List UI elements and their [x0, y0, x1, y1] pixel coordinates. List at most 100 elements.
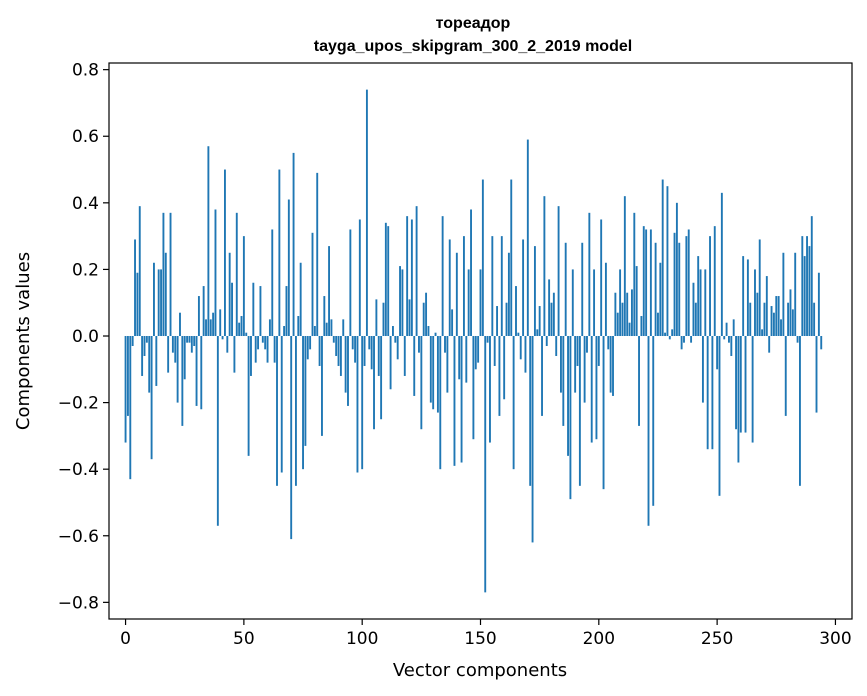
bar [287, 199, 290, 336]
bar [791, 309, 794, 336]
bar [233, 336, 236, 373]
y-tick-label: −0.4 [58, 460, 99, 480]
bar [169, 212, 172, 337]
bar [415, 206, 418, 336]
bar [498, 336, 501, 416]
bar [735, 336, 737, 430]
bar [290, 336, 293, 540]
bar [205, 319, 207, 337]
bar [129, 336, 132, 480]
bar [181, 336, 184, 426]
bar [538, 306, 541, 336]
bar [134, 239, 136, 337]
bar [661, 179, 664, 337]
bar [460, 336, 463, 463]
bar [619, 269, 622, 337]
bar [548, 279, 551, 337]
bar [434, 332, 437, 337]
bar-series [124, 89, 823, 593]
bar [363, 336, 366, 366]
bar [380, 336, 383, 420]
bar [713, 226, 716, 337]
bar [200, 336, 203, 410]
bar [276, 336, 278, 486]
bar [470, 209, 472, 336]
x-axis-label: Vector components [393, 660, 567, 681]
bar [392, 326, 394, 337]
bar [716, 336, 719, 370]
bar [231, 282, 233, 337]
bar [167, 336, 170, 373]
y-tick-label: 0.8 [72, 61, 99, 81]
bar [318, 336, 321, 366]
bar [148, 336, 151, 393]
bar [278, 169, 281, 337]
bar [813, 302, 816, 336]
bar [429, 336, 432, 403]
bar [500, 236, 503, 337]
bar [264, 336, 267, 350]
bar [202, 286, 205, 337]
bar [718, 336, 721, 496]
bar [486, 336, 489, 343]
bar [358, 219, 361, 337]
bar [533, 246, 536, 336]
bar [564, 242, 567, 336]
bar [545, 336, 548, 346]
bar [219, 309, 222, 336]
bar [732, 319, 735, 337]
bar [671, 329, 674, 337]
bar [576, 336, 579, 366]
bar [342, 319, 345, 337]
bar [562, 336, 565, 426]
bar [768, 336, 771, 353]
bar [597, 336, 600, 366]
bar [408, 299, 411, 336]
bar [560, 336, 562, 393]
bar [247, 336, 250, 456]
bar [505, 302, 508, 336]
bar [621, 302, 624, 336]
bar [489, 336, 491, 443]
bar [512, 336, 515, 470]
bar [472, 336, 475, 440]
bar [751, 336, 754, 443]
bar [536, 329, 539, 337]
bar [574, 336, 577, 393]
bar [323, 296, 326, 336]
bar [377, 336, 380, 376]
bar [427, 326, 430, 337]
bar [179, 312, 181, 337]
bar [365, 89, 368, 336]
bar [503, 336, 506, 400]
bar [531, 336, 534, 543]
bar [446, 336, 449, 393]
bar [368, 336, 371, 350]
bar [335, 336, 338, 356]
bar [252, 282, 255, 337]
bar [815, 336, 818, 413]
bar [522, 239, 525, 337]
bar [694, 302, 697, 336]
bar [477, 336, 480, 363]
bar [640, 316, 643, 337]
bar [183, 336, 186, 380]
bar [228, 252, 231, 336]
bar [145, 336, 148, 343]
bar [259, 286, 262, 337]
bar [524, 336, 527, 373]
bar [604, 262, 607, 337]
x-axis: 0 50 100 150 200 250 300 [120, 619, 852, 649]
bar [153, 262, 155, 337]
bar [623, 196, 626, 336]
bar [212, 312, 215, 337]
bar [772, 312, 775, 337]
bar [330, 319, 333, 337]
bar [458, 336, 461, 380]
bar [515, 286, 517, 337]
bar [595, 336, 598, 440]
bar [261, 336, 264, 343]
bar [697, 256, 700, 336]
bar [384, 222, 387, 337]
bar [668, 336, 671, 340]
